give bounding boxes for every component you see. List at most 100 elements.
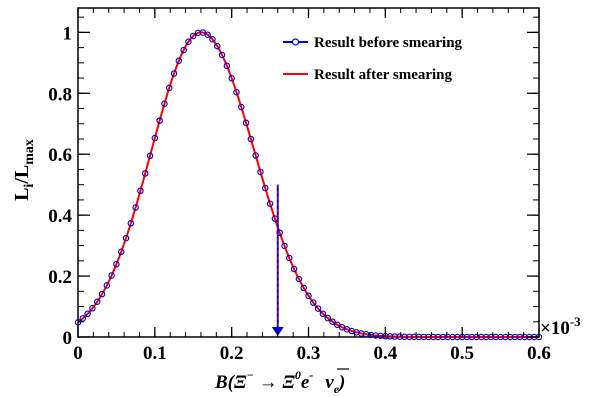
series-before-smearing-point xyxy=(127,220,135,227)
series-before-smearing-point xyxy=(223,62,231,70)
series-before-smearing-point xyxy=(487,333,495,341)
series-before-smearing-point xyxy=(463,333,471,341)
series-before-smearing-point xyxy=(180,46,187,54)
series-before-smearing-point xyxy=(266,200,274,207)
series-before-smearing-point xyxy=(329,318,336,325)
series-before-smearing-point xyxy=(430,333,437,341)
series-before-smearing-point xyxy=(454,333,461,341)
series-before-smearing-point xyxy=(420,333,427,341)
series-before-smearing-point xyxy=(410,333,418,341)
series-before-smearing-point xyxy=(132,204,139,211)
series-before-smearing-point xyxy=(209,36,216,43)
series-before-smearing-point xyxy=(146,152,154,160)
series-before-smearing-point xyxy=(103,282,111,289)
series-before-smearing-point xyxy=(117,248,125,256)
x-tick-label: 0.6 xyxy=(527,343,551,364)
series-before-smearing-point xyxy=(497,333,504,341)
series-before-smearing-point xyxy=(386,333,394,340)
series-before-smearing-point xyxy=(247,135,255,143)
y-tick-label: 0 xyxy=(63,328,73,349)
series-before-smearing-point xyxy=(305,292,312,300)
series-before-smearing-point xyxy=(295,275,303,283)
series-before-smearing-point xyxy=(161,100,168,108)
series-before-smearing-point xyxy=(228,75,235,82)
legend: Result before smearing Result after smear… xyxy=(283,35,463,83)
y-tick-label: 0.2 xyxy=(48,267,72,288)
series-after-smearing-line xyxy=(77,31,539,338)
series-before-smearing-point xyxy=(194,29,202,37)
x-axis: 0 0.1 0.2 0.3 0.4 0.5 0.6 xyxy=(73,8,551,364)
x-multiplier-exponent: -3 xyxy=(570,314,581,329)
y-axis: 0 0.2 0.4 0.6 0.8 1 xyxy=(48,16,539,349)
series-before-smearing-point xyxy=(396,333,403,340)
y-tick-label: 0.6 xyxy=(48,145,72,166)
series-before-smearing-point xyxy=(185,38,192,45)
series-before-smearing-point xyxy=(262,184,269,192)
series-before-smearing-point xyxy=(449,333,456,341)
series-before-smearing-point xyxy=(439,333,447,341)
x-multiplier-label: ×10-3 xyxy=(540,314,581,339)
x-tick-label: 0 xyxy=(73,343,83,364)
arrow-head xyxy=(271,327,284,336)
series-before-smearing-point xyxy=(233,88,240,96)
series-before-smearing-point xyxy=(391,333,399,340)
series-before-smearing-point xyxy=(468,333,476,341)
series-before-smearing-point xyxy=(314,305,322,312)
series-before-smearing-point xyxy=(473,333,480,341)
series-before-smearing-point xyxy=(257,168,264,176)
series-before-smearing-point xyxy=(401,333,408,341)
series-before-smearing-point xyxy=(137,187,144,195)
series-before-smearing-point xyxy=(516,333,524,341)
series-before-smearing-point xyxy=(252,152,259,159)
x-tick-label: 0.3 xyxy=(297,343,321,364)
y-tick-label: 0.8 xyxy=(48,84,72,105)
series-before-smearing-point xyxy=(141,170,149,177)
series-before-smearing-point xyxy=(151,134,159,142)
series-before-smearing-point xyxy=(170,70,178,77)
series-before-smearing-point xyxy=(89,305,96,312)
series-before-smearing-point xyxy=(372,332,379,339)
series-before-smearing-point xyxy=(406,333,413,341)
series-before-smearing-point xyxy=(286,254,293,262)
y-tick-label: 0.4 xyxy=(48,206,72,227)
plot-frame xyxy=(77,7,540,338)
series-before-smearing-point xyxy=(482,333,490,341)
x-tick-label: 0.4 xyxy=(373,343,397,364)
series-before-smearing-point xyxy=(214,42,221,50)
legend-before-label: Result before smearing xyxy=(314,35,463,51)
x-axis-title: B(Ξ− → Ξ0e-νe) xyxy=(214,368,345,396)
series-before-smearing-point xyxy=(444,333,452,341)
y-axis-title: Li/Lmax xyxy=(11,139,37,201)
series-before-smearing-point xyxy=(377,332,384,340)
series-before-smearing-point xyxy=(93,298,101,306)
series-before-smearing-point xyxy=(84,310,91,318)
series-before-smearing-point xyxy=(74,319,82,326)
plot-area xyxy=(74,7,543,341)
series-before-smearing-point xyxy=(281,242,288,250)
series-before-smearing-point xyxy=(238,103,245,111)
y-tick-label: 1 xyxy=(63,23,73,44)
series-before-smearing-point xyxy=(290,265,298,273)
series-before-smearing-point xyxy=(242,119,250,127)
legend-after-label: Result after smearing xyxy=(314,67,453,83)
series-before-smearing-point xyxy=(122,234,130,242)
series-before-smearing-point xyxy=(478,333,485,341)
series-before-smearing-point xyxy=(175,57,183,65)
series-before-smearing-point xyxy=(506,333,514,341)
series-before-smearing-point xyxy=(165,84,173,92)
series-before-smearing-point xyxy=(204,31,211,38)
series-before-smearing-point xyxy=(300,284,307,292)
series-before-smearing-point xyxy=(98,290,106,298)
series-before-smearing-point xyxy=(108,272,115,279)
series-before-smearing-point xyxy=(324,314,331,322)
series-before-smearing-point xyxy=(218,51,226,59)
series-before-smearing-point xyxy=(319,310,327,317)
series-before-smearing-point xyxy=(113,260,120,268)
series-before-smearing-point xyxy=(434,333,442,341)
series-before-smearing-point xyxy=(310,299,317,306)
x-tick-label: 0.1 xyxy=(143,343,167,364)
series-before-smearing-point xyxy=(367,331,375,339)
series-before-smearing-point xyxy=(511,333,519,341)
x-tick-label: 0.2 xyxy=(220,343,244,364)
